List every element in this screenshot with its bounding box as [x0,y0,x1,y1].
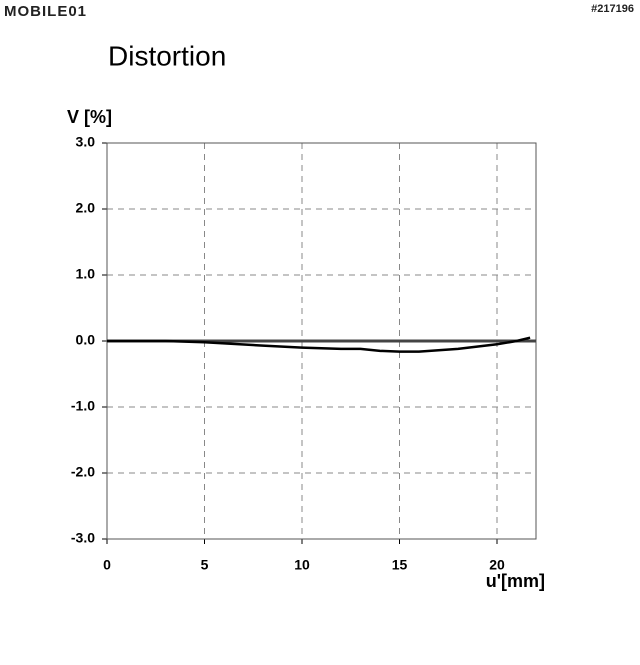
y-tick-label: 3.0 [76,134,96,150]
y-tick-label: -1.0 [71,398,95,414]
chart-title: Distortion [108,40,226,71]
y-tick-label: -2.0 [71,464,95,480]
x-tick-label: 10 [294,557,310,573]
x-tick-label: 5 [201,557,209,573]
y-axis-label: V [%] [67,107,112,127]
x-tick-label: 20 [489,557,505,573]
x-axis-label: u'[mm] [486,571,545,591]
y-tick-label: 0.0 [76,332,96,348]
y-tick-label: 1.0 [76,266,96,282]
distortion-curve [107,336,531,353]
y-tick-label: 2.0 [76,200,96,216]
watermark-logo: MOBILE01 [4,3,87,20]
x-tick-label: 0 [103,557,111,573]
watermark-id: #217196 [591,3,634,15]
x-tick-label: 15 [392,557,408,573]
y-tick-label: -3.0 [71,530,95,546]
